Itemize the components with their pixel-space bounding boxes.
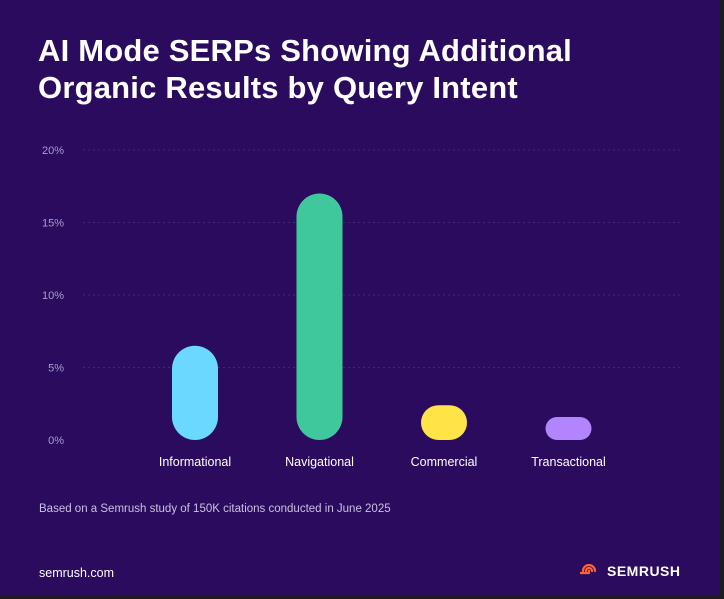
title-line-2: Organic Results by Query Intent	[38, 70, 518, 105]
brand-name: SEMRUSH	[607, 563, 681, 579]
title-line-1: AI Mode SERPs Showing Additional	[38, 33, 572, 68]
bar-transactional	[545, 417, 592, 440]
bar-commercial	[421, 405, 467, 440]
chart-title: AI Mode SERPs Showing Additional Organic…	[38, 32, 678, 106]
bar-chart: 0% 5% 10% 15% 20% Informational Navigational Co…	[42, 145, 680, 469]
x-tick-label: Navigational	[285, 455, 354, 469]
site-link[interactable]: semrush.com	[39, 566, 115, 580]
study-footnote: Based on a Semrush study of 150K citatio…	[39, 503, 391, 515]
semrush-logo-icon	[580, 564, 597, 575]
x-tick-label: Informational	[159, 455, 231, 469]
x-tick-label: Transactional	[531, 455, 606, 469]
y-tick-label: 5%	[48, 363, 64, 375]
y-tick-label: 15%	[42, 218, 64, 230]
y-tick-label: 0%	[48, 435, 64, 447]
y-tick-label: 10%	[42, 290, 64, 302]
x-tick-label: Commercial	[411, 455, 478, 469]
bar-informational	[172, 345, 218, 440]
brand-logo: SEMRUSH	[580, 563, 681, 579]
bar-navigational	[296, 193, 343, 440]
y-tick-label: 20%	[42, 145, 64, 157]
